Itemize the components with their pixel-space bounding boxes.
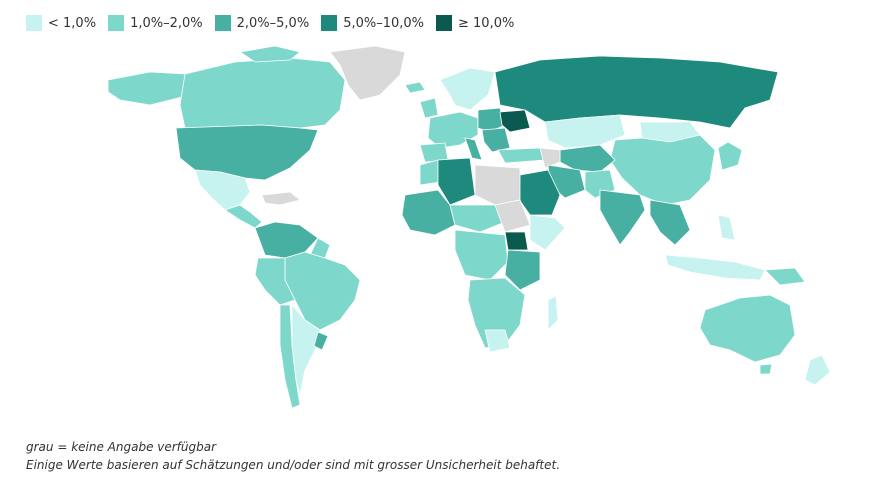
legend-item-2-5: 2,0%–5,0% [214, 15, 310, 31]
region-colombia-venezuela [254, 221, 319, 259]
region-australia [699, 294, 796, 363]
legend-item-lt1: < 1,0% [26, 15, 96, 31]
region-middle-east-gray [539, 147, 561, 169]
region-new-zealand [804, 354, 831, 386]
legend-item-5-10: 5,0%–10,0% [321, 15, 424, 31]
region-morocco [419, 159, 441, 186]
legend-swatch-lt1 [26, 15, 42, 31]
region-china [609, 134, 716, 206]
legend-label-5-10: 5,0%–10,0% [343, 15, 425, 31]
legend-item-ge10: ≥ 10,0% [436, 15, 514, 31]
region-south-africa [484, 329, 511, 353]
region-central-america [224, 204, 263, 229]
region-uk-ireland [419, 97, 439, 119]
region-chile [279, 304, 301, 409]
region-sahel [449, 204, 506, 233]
region-libya-egypt [474, 164, 521, 206]
region-papua [764, 267, 806, 286]
region-uruguay [313, 331, 329, 351]
region-caribbean [261, 191, 301, 206]
region-alaska [107, 71, 191, 106]
legend-label-1-2: 1,0%–2,0% [130, 15, 203, 31]
region-central-africa [454, 229, 509, 281]
region-south-sudan [504, 231, 529, 251]
region-east-africa [504, 249, 541, 291]
legend-swatch-2-5 [214, 15, 231, 31]
legend-swatch-5-10 [321, 15, 338, 31]
region-west-africa [401, 189, 456, 236]
region-kazakhstan [544, 114, 626, 149]
region-southeast-asia [649, 199, 691, 246]
region-argentina [291, 303, 321, 396]
region-ukraine [499, 109, 531, 133]
region-india [599, 189, 646, 246]
legend-label-lt1: < 1,0% [48, 15, 97, 31]
region-peru-bolivia [254, 257, 296, 306]
region-korea-japan [717, 141, 743, 171]
region-scandinavia [439, 67, 496, 111]
region-italy [464, 137, 483, 161]
region-greenland [329, 45, 406, 101]
region-russia [494, 55, 779, 129]
region-indonesia [664, 254, 766, 281]
legend-swatch-ge10 [436, 15, 453, 31]
region-philippines [717, 214, 736, 241]
legend: < 1,0% 1,0%–2,0% 2,0%–5,0% 5,0%–10,0% ≥ … [26, 15, 526, 31]
region-madagascar [547, 295, 559, 331]
region-usa [175, 124, 319, 181]
legend-item-1-2: 1,0%–2,0% [108, 15, 203, 31]
region-algeria [437, 157, 476, 206]
region-iceland [404, 81, 426, 94]
region-iberia [419, 142, 449, 163]
region-horn-of-africa [529, 214, 566, 251]
region-tasmania [759, 363, 773, 375]
world-choropleth-map [107, 45, 831, 409]
region-canada-arctic [238, 45, 301, 63]
legend-label-ge10: ≥ 10,0% [458, 15, 515, 31]
region-turkey [497, 147, 546, 164]
footnote-estimates: Einige Werte basieren auf Schätzungen un… [26, 458, 561, 472]
legend-label-2-5: 2,0%–5,0% [236, 15, 310, 31]
region-balkans [481, 127, 511, 153]
region-canada [179, 57, 346, 129]
legend-swatch-1-2 [108, 15, 125, 31]
footnote-no-data: grau = keine Angabe verfügbar [26, 440, 217, 454]
